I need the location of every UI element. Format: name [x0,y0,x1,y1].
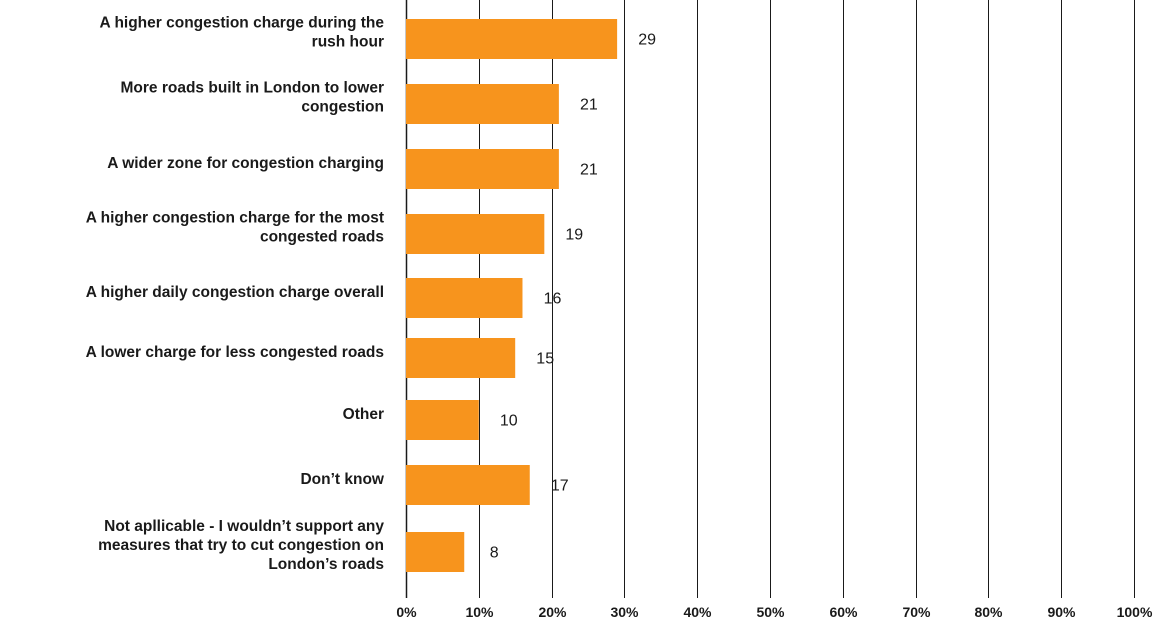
data-label: 19 [565,227,583,244]
bar [406,338,516,378]
bar [406,19,618,59]
category-label: More roads built in London to lower [121,80,385,97]
x-tick-label: 90% [1047,604,1076,620]
x-tick-label: 50% [756,604,785,620]
category-labels: A higher congestion charge during the rus… [86,15,385,574]
bar [406,84,559,124]
x-tick-label: 0% [396,604,417,620]
category-label: A wider zone for congestion charging [107,155,384,172]
x-tick-label: 40% [683,604,712,620]
category-label: congestion [301,99,384,116]
category-label: A higher daily congestion charge overall [86,284,384,301]
x-tick-label: 60% [829,604,858,620]
data-label: 8 [490,545,499,562]
category-label: rush hour [312,34,384,51]
category-label: Other [343,406,384,423]
data-labels: 29 21 21 19 16 15 10 17 8 [490,32,656,562]
category-label: measures that try to cut congestion on [98,537,384,554]
x-axis-tick-labels: 0% 10% 20% 30% 40% 50% 60% 70% 80% 90% 100% [396,604,1153,620]
bars [406,19,618,572]
data-label: 10 [500,413,518,430]
x-tick-label: 80% [974,604,1003,620]
category-label: London’s roads [268,556,384,573]
x-tick-label: 70% [902,604,931,620]
bar [406,532,465,572]
bar [406,278,523,318]
bar [406,465,530,505]
data-label: 29 [638,32,656,49]
category-label: Not apllicable - I wouldn’t support any [104,518,384,535]
data-label: 21 [580,97,598,114]
x-tick-label: 30% [610,604,639,620]
x-tick-label: 100% [1117,604,1153,620]
bar [406,214,545,254]
bar [406,400,479,440]
data-label: 15 [536,351,554,368]
data-label: 16 [544,291,562,308]
data-label: 21 [580,162,598,179]
bar [406,149,559,189]
category-label: Don’t know [300,471,384,488]
category-label: A lower charge for less congested roads [86,344,384,361]
category-label: congested roads [260,229,384,246]
category-label: A higher congestion charge during the [100,15,385,32]
data-label: 17 [551,478,569,495]
x-tick-label: 20% [538,604,567,620]
category-label: A higher congestion charge for the most [86,210,384,227]
x-tick-label: 10% [465,604,494,620]
